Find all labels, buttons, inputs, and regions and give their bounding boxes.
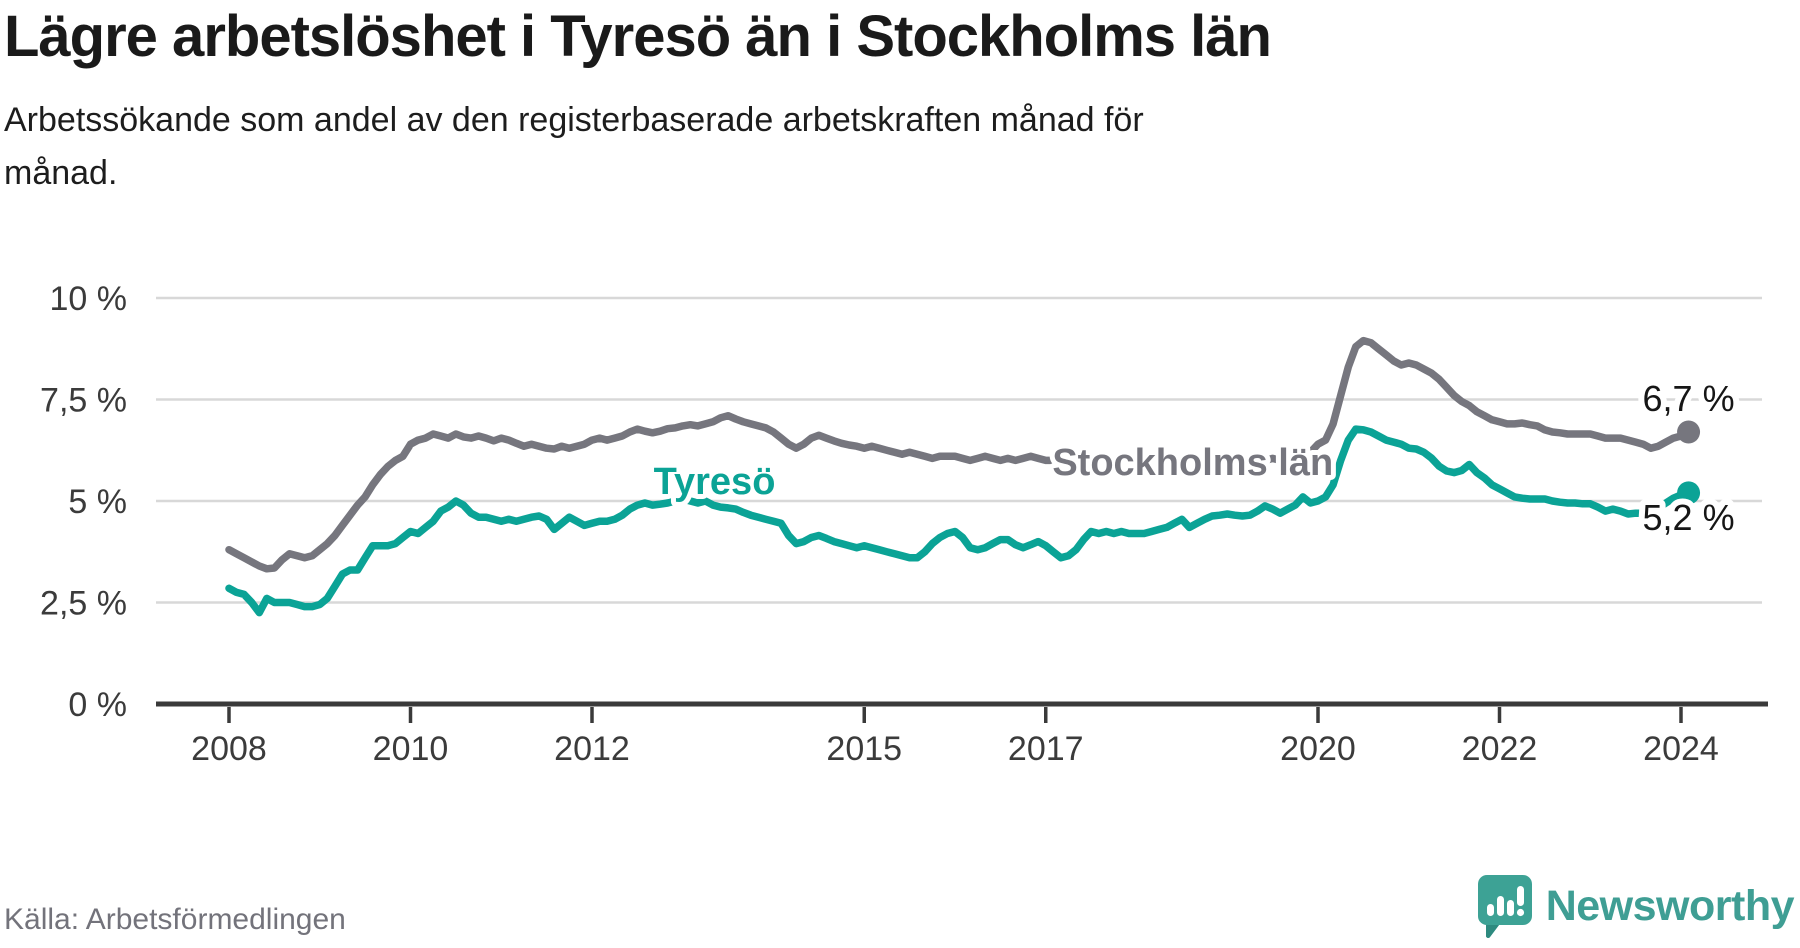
series-line: [225, 336, 1693, 573]
x-tick-label: 2010: [373, 730, 449, 768]
newsworthy-logo-icon: [1477, 875, 1532, 938]
series-name-label: Stockholms län: [1052, 442, 1333, 484]
subtitle-line-2: månad.: [4, 154, 118, 193]
x-tick-label: 2017: [1008, 730, 1084, 768]
exclamation-bar: [1516, 886, 1524, 906]
x-tick-label: 2024: [1643, 730, 1719, 768]
y-tick-label: 10 %: [50, 280, 128, 318]
x-tick-label: 2012: [554, 730, 630, 768]
y-tick-label: 0 %: [68, 686, 127, 724]
bar-1: [1486, 904, 1494, 916]
y-tick-label: 2,5 %: [40, 585, 127, 623]
x-tick-label: 2020: [1280, 730, 1356, 768]
series-line: [225, 425, 1693, 617]
brand-name: Newsworthy: [1545, 881, 1795, 930]
gridlines: [156, 296, 1762, 604]
newsworthy-brand: Newsworthy: [1477, 874, 1795, 938]
subtitle-line-1: Arbetssökande som andel av den registerb…: [4, 101, 1144, 139]
bar-3: [1506, 900, 1514, 916]
x-axis-labels: 2008 2010 2012 2015 2017 2020 2022 2024: [191, 730, 1719, 768]
y-axis-labels: 10 % 7,5 % 5 % 2,5 % 0 %: [40, 280, 127, 724]
chart-subtitle: Arbetssökande som andel av den registerb…: [4, 94, 1144, 201]
y-tick-label: 5 %: [68, 483, 127, 521]
source-note: Källa: Arbetsförmedlingen: [4, 903, 346, 936]
x-axis: [156, 701, 1768, 723]
bar-2: [1496, 896, 1504, 916]
bubble-tail-shade: [1485, 925, 1499, 938]
end-value-label: 6,7 %: [1643, 378, 1735, 419]
series-lines: [225, 336, 1701, 617]
x-tick-label: 2008: [191, 730, 267, 768]
page-title: Lägre arbetslöshet i Tyresö än i Stockho…: [4, 4, 1272, 69]
series-end-dot: [1677, 420, 1701, 444]
y-tick-label: 7,5 %: [40, 382, 127, 420]
exclamation-dot: [1516, 908, 1524, 917]
series-end-dot: [1677, 481, 1701, 505]
x-tick-label: 2015: [826, 730, 902, 768]
x-tick-label: 2022: [1462, 730, 1538, 768]
series-name-label: Tyresö: [654, 461, 776, 503]
series-labels: 6,7 % Stockholms län 5,2 % Tyresö: [649, 372, 1741, 544]
end-value-label: 5,2 %: [1643, 497, 1735, 538]
